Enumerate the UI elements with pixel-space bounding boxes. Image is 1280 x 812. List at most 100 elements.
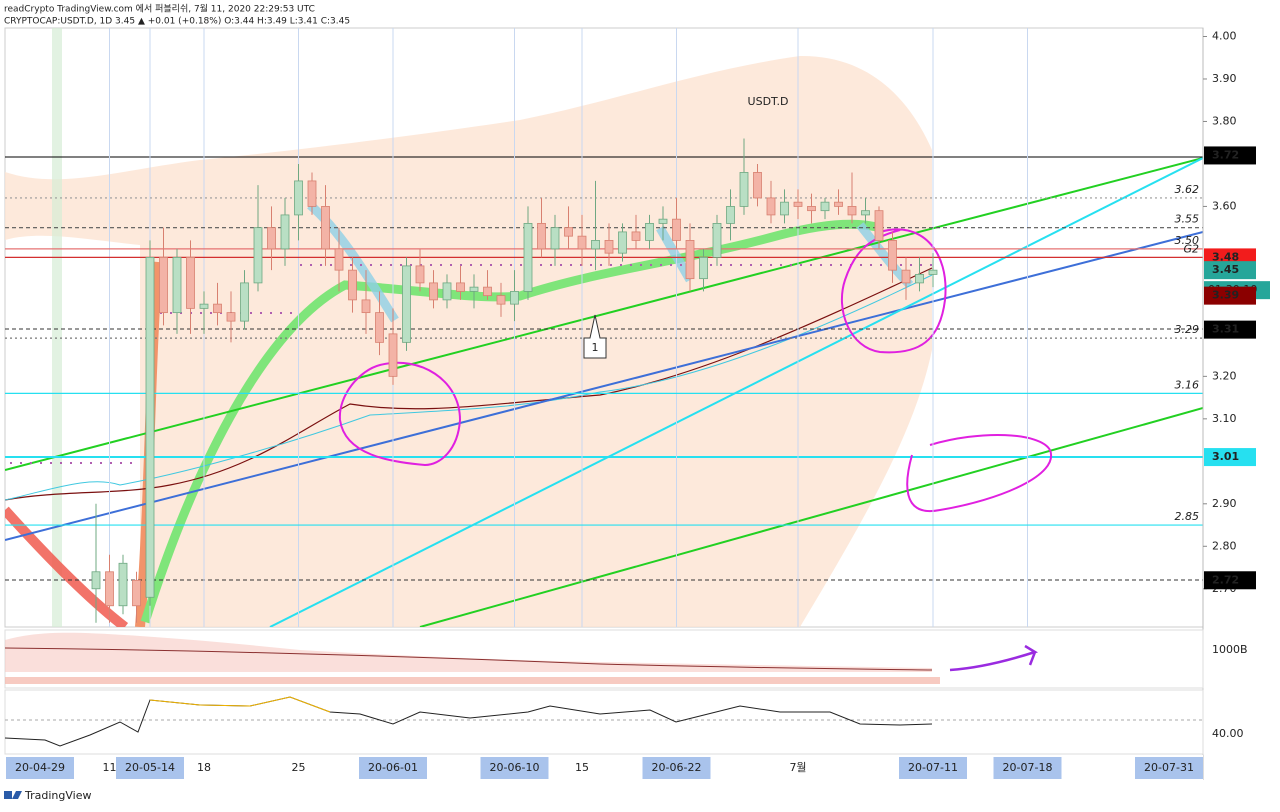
x-tick-label: 25 xyxy=(292,761,306,774)
y-tick-label: 4.00 xyxy=(1212,29,1237,42)
candle-body xyxy=(564,227,573,237)
x-tick-label: 7월 xyxy=(789,761,806,774)
candle-body xyxy=(577,235,587,250)
volume-strip xyxy=(5,677,940,684)
x-tick-label: 20-07-18 xyxy=(1003,761,1053,774)
candle-body xyxy=(429,282,438,301)
price-badge-label: 3.31 xyxy=(1212,323,1239,336)
circle-annotation xyxy=(840,228,947,354)
candle-body xyxy=(888,240,897,271)
symbol-label: USDT.D xyxy=(748,95,789,108)
candle-body xyxy=(415,265,425,284)
volume-label: 1000B xyxy=(1212,643,1248,656)
y-tick-label: 2.80 xyxy=(1212,539,1237,552)
header-ohlc: CRYPTOCAP:USDT.D, 1D 3.45 ▲ +0.01 (+0.18… xyxy=(4,17,350,27)
x-tick-badge xyxy=(993,757,1062,779)
candle-body xyxy=(753,172,762,199)
candle-body xyxy=(874,210,884,241)
level-label: 3.62 xyxy=(1175,183,1200,196)
candle-body xyxy=(132,579,141,607)
candle-body xyxy=(685,240,695,280)
y-tick-label: 2.90 xyxy=(1212,497,1237,510)
candle-body xyxy=(699,257,708,280)
price-badge xyxy=(1204,448,1256,467)
moving-average-2 xyxy=(5,274,933,501)
candle-body xyxy=(550,227,560,250)
brand-icon xyxy=(4,791,22,799)
candle-body xyxy=(928,269,938,275)
ribbon-red xyxy=(5,506,129,627)
candle-body xyxy=(469,286,479,292)
price-layer xyxy=(5,28,1203,627)
price-badge xyxy=(1204,261,1256,280)
candle-body xyxy=(847,206,857,216)
candle-body xyxy=(159,257,168,314)
candle-body xyxy=(321,206,330,250)
candle-body xyxy=(91,571,101,590)
level-label: G2 xyxy=(1183,242,1199,255)
candle-body xyxy=(780,201,789,216)
candle-body xyxy=(834,201,843,207)
candle-body xyxy=(118,562,128,607)
x-tick-label: 18 xyxy=(197,761,211,774)
price-badge xyxy=(1204,146,1256,165)
candle-body xyxy=(766,197,776,216)
candle-body xyxy=(294,180,303,216)
candle-body xyxy=(240,282,249,322)
price-badge xyxy=(1204,320,1256,339)
candle-body xyxy=(199,303,209,309)
y-tick-label: 3.20 xyxy=(1212,369,1237,382)
candle-body xyxy=(658,218,668,224)
candle-body xyxy=(145,257,155,598)
x-tick-label: 15 xyxy=(575,761,589,774)
volume-cloud xyxy=(5,632,932,672)
candle-body xyxy=(672,218,681,241)
header-title: readCrypto TradingView.com 에서 퍼블리쉬, 7월 1… xyxy=(4,3,315,15)
price-badge xyxy=(1204,571,1256,590)
x-tick-badge xyxy=(642,757,711,779)
candle-body xyxy=(726,206,735,224)
candle-body xyxy=(591,240,600,250)
level-label: 2.85 xyxy=(1175,510,1200,523)
highlight-band xyxy=(52,28,62,627)
x-tick-label: 20-05-14 xyxy=(125,761,175,774)
x-tick-label: 20-06-22 xyxy=(652,761,702,774)
callout xyxy=(583,314,607,359)
candle-body xyxy=(226,312,236,322)
candle-body xyxy=(402,265,411,343)
candle-body xyxy=(253,227,263,284)
x-tick-badge xyxy=(6,757,74,779)
candle-body xyxy=(510,290,519,305)
candle-body xyxy=(523,223,533,292)
candle-body xyxy=(280,214,290,250)
candle-body xyxy=(456,282,465,292)
price-badge xyxy=(1204,286,1256,305)
candle-body xyxy=(334,248,344,271)
moving-average xyxy=(5,267,933,501)
x-tick-badge xyxy=(899,757,967,779)
candle-body xyxy=(712,223,722,258)
price-badge-label: 3.01 xyxy=(1212,450,1239,463)
candle-body xyxy=(348,269,357,301)
candle-body xyxy=(213,303,222,314)
candle-body xyxy=(793,201,803,207)
y-tick-label: 3.80 xyxy=(1212,114,1237,127)
x-tick-badge xyxy=(116,757,184,779)
x-tick-label: 20-06-01 xyxy=(368,761,418,774)
level-label: 3.55 xyxy=(1175,213,1200,226)
x-tick-badge xyxy=(480,757,549,779)
candle-body xyxy=(267,227,276,250)
y-tick-label: 3.90 xyxy=(1212,72,1237,85)
candle-body xyxy=(105,571,114,607)
brand: TradingView xyxy=(24,789,91,802)
candle-body xyxy=(442,282,452,301)
candle-body xyxy=(537,223,546,250)
candle-body xyxy=(631,231,641,241)
level-label: 3.29 xyxy=(1175,323,1200,336)
level-label: 3.16 xyxy=(1175,378,1200,391)
x-tick-badge xyxy=(1135,757,1203,779)
trend-line xyxy=(419,407,1203,627)
price-badge-label: 3.45 xyxy=(1212,263,1239,276)
oscillator-line xyxy=(4,696,933,747)
x-tick-badge xyxy=(359,757,427,779)
